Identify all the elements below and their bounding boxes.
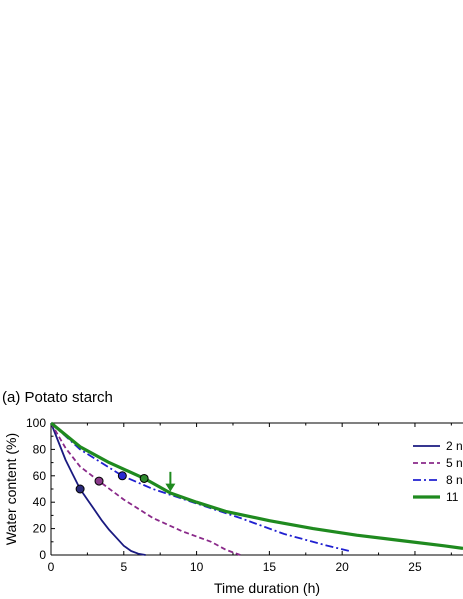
legend-label-3: 8 n (446, 473, 463, 487)
series-line-3 (50, 422, 350, 552)
x-tick-label: 0 (48, 560, 55, 574)
panel-label: (a) Potato starch (2, 389, 113, 406)
y-tick-label: 60 (33, 469, 47, 483)
legend-label-2: 5 n (446, 456, 463, 470)
series-marker-3 (117, 471, 127, 481)
arrow-head (165, 483, 176, 492)
tick-labels: 0 5 10 15 20 25 0 20 40 60 80 100 (26, 416, 422, 574)
y-tick-label: 0 (39, 548, 46, 562)
legend: 2 n 5 n 8 n 11 (413, 439, 463, 504)
x-tick-label: 5 (120, 560, 127, 574)
legend-label-1: 2 n (446, 439, 463, 453)
y-tick-label: 40 (33, 495, 47, 509)
tick-marks (50, 422, 452, 556)
x-tick-label: 20 (335, 560, 349, 574)
series-markers (75, 471, 149, 494)
plot-frame (50, 422, 463, 556)
x-tick-label: 25 (408, 560, 422, 574)
y-tick-label: 80 (33, 442, 47, 456)
annotations (165, 471, 176, 492)
series-marker-1 (75, 484, 85, 494)
series-marker-2 (94, 476, 104, 486)
y-tick-label: 100 (26, 416, 46, 430)
series-marker-4 (139, 473, 149, 483)
legend-label-4: 11 (446, 490, 459, 504)
series-line-4 (49, 421, 463, 550)
series-line-1 (50, 422, 146, 556)
series-lines (49, 421, 463, 556)
x-tick-label: 10 (190, 560, 204, 574)
x-tick-label: 15 (263, 560, 277, 574)
x-axis-title: Time duration (h) (214, 580, 320, 596)
series-line-2 (50, 422, 241, 556)
y-tick-label: 20 (33, 522, 47, 536)
y-axis-title: Water content (%) (3, 433, 19, 545)
